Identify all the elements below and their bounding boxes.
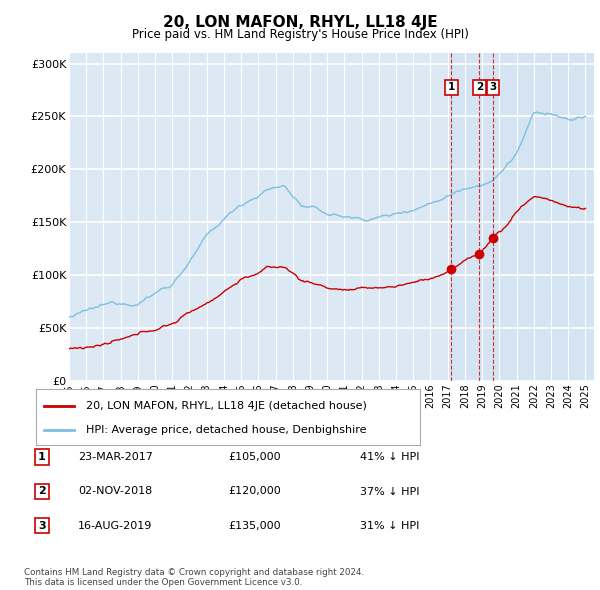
Text: 02-NOV-2018: 02-NOV-2018 (78, 487, 152, 496)
Text: HPI: Average price, detached house, Denbighshire: HPI: Average price, detached house, Denb… (86, 425, 367, 435)
Text: 2: 2 (38, 487, 46, 496)
Text: Contains HM Land Registry data © Crown copyright and database right 2024.
This d: Contains HM Land Registry data © Crown c… (24, 568, 364, 587)
Text: 37% ↓ HPI: 37% ↓ HPI (360, 487, 419, 496)
Text: 31% ↓ HPI: 31% ↓ HPI (360, 521, 419, 530)
Text: 1: 1 (38, 453, 46, 462)
Text: £135,000: £135,000 (228, 521, 281, 530)
Text: 23-MAR-2017: 23-MAR-2017 (78, 453, 153, 462)
Bar (448, 53, 600, 381)
Text: 1: 1 (448, 83, 455, 93)
Text: 20, LON MAFON, RHYL, LL18 4JE: 20, LON MAFON, RHYL, LL18 4JE (163, 15, 437, 30)
Text: £105,000: £105,000 (228, 453, 281, 462)
Text: 2: 2 (476, 83, 483, 93)
Text: 3: 3 (38, 521, 46, 530)
Text: 20, LON MAFON, RHYL, LL18 4JE (detached house): 20, LON MAFON, RHYL, LL18 4JE (detached … (86, 401, 367, 411)
Text: Price paid vs. HM Land Registry's House Price Index (HPI): Price paid vs. HM Land Registry's House … (131, 28, 469, 41)
Text: £120,000: £120,000 (228, 487, 281, 496)
Text: 41% ↓ HPI: 41% ↓ HPI (360, 453, 419, 462)
Text: 3: 3 (489, 83, 496, 93)
Text: 16-AUG-2019: 16-AUG-2019 (78, 521, 152, 530)
